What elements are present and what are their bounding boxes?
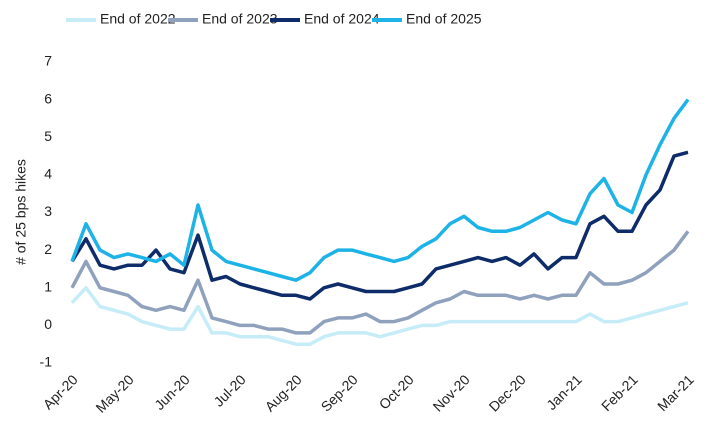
x-tick-label: Nov-20	[430, 371, 473, 414]
y-tick-label: 2	[44, 241, 52, 257]
series-line	[70, 230, 690, 335]
x-tick-label: Dec-20	[486, 371, 529, 414]
x-tick-label: Sep-20	[317, 371, 360, 414]
x-tick-label: Feb-21	[598, 371, 641, 414]
y-tick-label: 1	[44, 278, 52, 294]
legend-label: End of 2025	[406, 11, 482, 27]
x-tick-label: May-20	[92, 371, 136, 415]
x-tick-label: Oct-20	[376, 371, 417, 412]
x-tick-label: Mar-21	[654, 371, 697, 414]
series-line	[70, 150, 689, 301]
y-tick-label: 4	[44, 166, 52, 182]
legend-label: End of 2024	[304, 11, 380, 27]
legend-label: End of 2023	[202, 11, 278, 27]
x-tick-label: Aug-20	[261, 371, 304, 414]
series-line	[70, 286, 689, 346]
y-tick-label: 7	[44, 53, 52, 69]
y-tick-label: 5	[44, 128, 52, 144]
x-tick-label: Apr-20	[40, 371, 81, 412]
legend-label: End of 2022	[100, 11, 176, 27]
x-tick-label: Jun-20	[151, 371, 193, 413]
y-tick-label: 0	[44, 316, 52, 332]
series-line	[70, 98, 690, 282]
y-tick-label: 6	[44, 90, 52, 106]
y-tick-label: -1	[40, 354, 53, 370]
x-tick-label: Jan-21	[543, 371, 585, 413]
x-tick-label: Jul-20	[210, 371, 248, 409]
y-tick-label: 3	[44, 203, 52, 219]
y-axis-label: # of 25 bps hikes	[13, 159, 29, 265]
